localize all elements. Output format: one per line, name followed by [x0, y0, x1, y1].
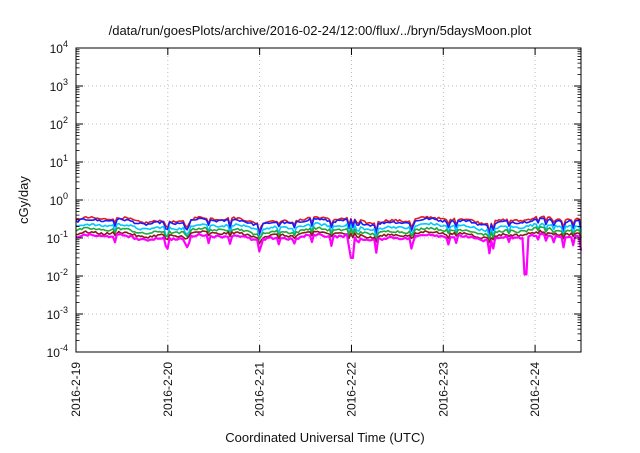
y-tick-label: 103 — [50, 77, 68, 94]
y-tick-label: 10-3 — [47, 305, 68, 322]
x-tick-label: 2016-2-20 — [161, 362, 175, 417]
y-tick-label: 10-4 — [47, 343, 68, 360]
series-line — [76, 229, 582, 245]
y-tick-label-exponent: 3 — [63, 77, 68, 87]
x-axis-ticks: 2016-2-19 2016-2-20 2016-2-21 2016-2-22 2016… — [69, 48, 542, 417]
y-tick-label-base: 10 — [47, 232, 61, 246]
series-line — [75, 215, 582, 233]
chart-title: /data/run/goesPlots/archive/2016-02-24/1… — [109, 23, 532, 38]
x-tick-label: 2016-2-24 — [528, 362, 542, 417]
x-axis-label: Coordinated Universal Time (UTC) — [225, 430, 424, 445]
grid — [76, 48, 581, 352]
y-tick-label-base: 10 — [47, 308, 61, 322]
y-tick-label: 104 — [50, 39, 68, 56]
y-tick-label: 101 — [50, 153, 68, 170]
series-line — [75, 232, 583, 276]
y-tick-label-base: 10 — [50, 80, 64, 94]
series-line — [75, 226, 582, 241]
y-tick-label-exponent: 0 — [63, 191, 68, 201]
y-tick-label-base: 10 — [50, 156, 64, 170]
y-axis-label: cGy/day — [16, 176, 31, 224]
series-line — [75, 222, 582, 241]
y-tick-label-exponent: -4 — [60, 343, 68, 353]
series-layer — [75, 215, 583, 276]
y-tick-label-base: 10 — [50, 42, 64, 56]
y-tick-label: 100 — [50, 191, 68, 208]
y-tick-label: 10-2 — [47, 267, 68, 284]
y-tick-label-base: 10 — [50, 118, 64, 132]
x-tick-label: 2016-2-19 — [69, 362, 83, 417]
x-tick-label: 2016-2-21 — [253, 362, 267, 417]
y-tick-label-exponent: -1 — [60, 229, 68, 239]
y-tick-label: 10-1 — [47, 229, 68, 246]
y-tick-label-base: 10 — [50, 194, 64, 208]
y-tick-label-exponent: 2 — [63, 115, 68, 125]
x-tick-label: 2016-2-22 — [344, 362, 358, 417]
series-line — [75, 217, 582, 236]
y-tick-label-exponent: -3 — [60, 305, 68, 315]
y-tick-label-base: 10 — [47, 346, 61, 360]
y-tick-label: 102 — [50, 115, 68, 132]
y-tick-label-base: 10 — [47, 270, 61, 284]
y-tick-label-exponent: 4 — [63, 39, 68, 49]
y-tick-label-exponent: -2 — [60, 267, 68, 277]
x-tick-label: 2016-2-23 — [436, 362, 450, 417]
y-tick-label-exponent: 1 — [63, 153, 68, 163]
